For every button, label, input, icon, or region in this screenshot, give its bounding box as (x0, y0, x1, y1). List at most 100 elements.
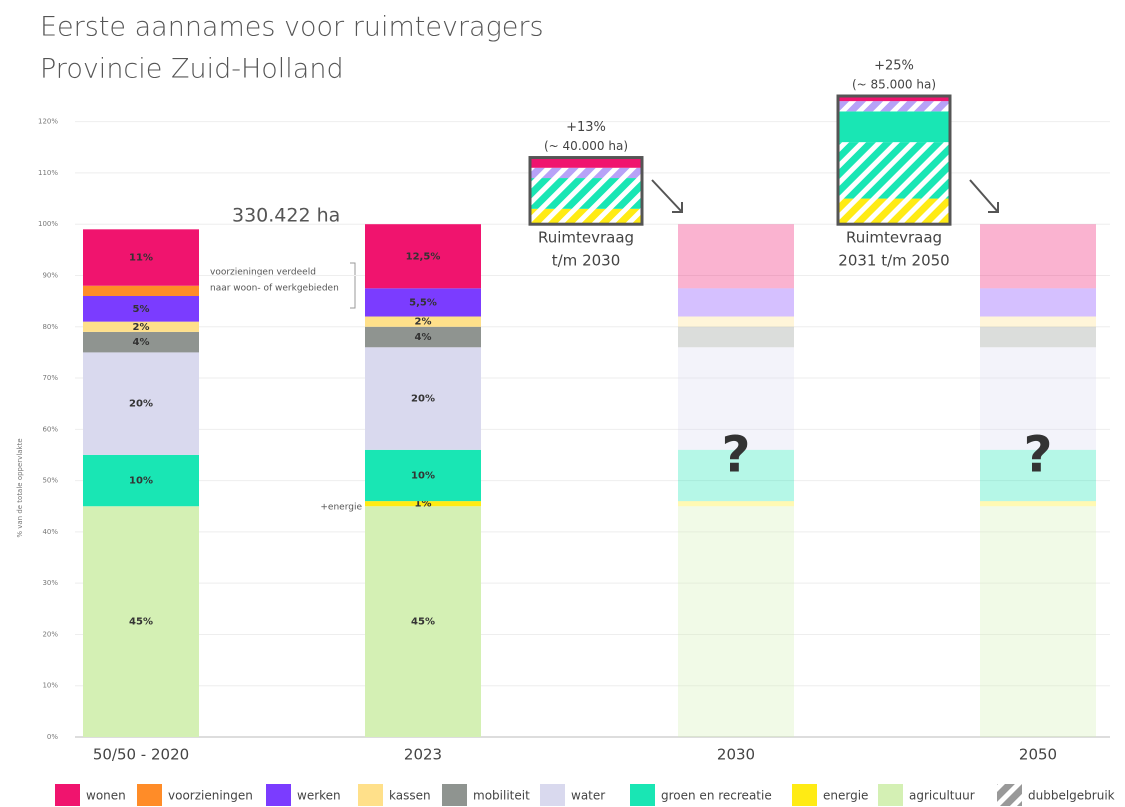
arrow-head (988, 202, 999, 213)
legend-label: mobiliteit (473, 789, 530, 803)
bar-segment (83, 506, 199, 737)
bar-segment (365, 224, 481, 289)
bar-segment (678, 288, 794, 317)
legend-swatch (997, 784, 1022, 806)
legend-swatch (266, 784, 291, 806)
bar-segment (365, 326, 481, 348)
y-tick-label: 90% (42, 271, 58, 279)
bar-segment (365, 501, 481, 507)
chart-title: Eerste aannames voor ruimtevragers (40, 12, 544, 43)
legend-label: kassen (389, 789, 431, 803)
legend-label: voorzieningen (168, 789, 253, 803)
bar-segment (678, 501, 794, 507)
bar-segment (980, 501, 1096, 507)
bar-segment (980, 326, 1096, 348)
segment-label: 45% (411, 617, 435, 628)
bar-segment (678, 326, 794, 348)
demand-note: (~ 40.000 ha) (544, 139, 628, 153)
bar-segment (980, 347, 1096, 450)
bar-segment (980, 288, 1096, 317)
x-tick-label: 2023 (404, 746, 442, 764)
unknown-mark: ? (1023, 426, 1052, 484)
segment-label: 20% (129, 399, 153, 410)
bar-segment (83, 454, 199, 507)
demand-label: +13% (566, 120, 606, 135)
demand-segment (838, 111, 950, 143)
legend-label: wonen (86, 789, 126, 803)
demand-segment (838, 142, 950, 199)
segment-label: 2% (133, 322, 150, 333)
demand-note: (~ 85.000 ha) (852, 78, 936, 92)
unknown-mark: ? (721, 426, 750, 484)
bar-segment (83, 229, 199, 286)
segment-label: 11% (129, 253, 153, 264)
bar-segment (980, 506, 1096, 737)
bar-segment (365, 288, 481, 317)
bar-segment (678, 347, 794, 450)
bar-segment (83, 295, 199, 322)
legend-swatch (55, 784, 80, 806)
y-tick-label: 100% (38, 220, 58, 228)
y-tick-label: 80% (42, 323, 58, 331)
bar-segment (980, 316, 1096, 327)
bar-segment (678, 506, 794, 737)
segment-label: 1% (415, 499, 432, 510)
bar-segment (678, 224, 794, 289)
segment-label: 20% (411, 394, 435, 405)
segment-label: 4% (415, 332, 432, 343)
demand-segment (838, 96, 950, 102)
bar-segment (365, 449, 481, 502)
legend-label: energie (823, 789, 868, 803)
arrow (969, 179, 999, 213)
demand-caption: Ruimtevraag (538, 229, 634, 247)
y-tick-label: 110% (38, 169, 58, 177)
demand-caption: Ruimtevraag (846, 229, 942, 247)
segment-label: 10% (129, 476, 153, 487)
y-tick-label: 20% (42, 630, 58, 638)
demand-label: +25% (874, 59, 914, 74)
y-tick-label: 50% (42, 477, 58, 485)
y-tick-label: 120% (38, 118, 58, 126)
bar-segment (365, 347, 481, 450)
segment-label: 12,5% (406, 251, 441, 262)
demand-caption: 2031 t/m 2050 (838, 252, 949, 270)
bar-segment (678, 449, 794, 502)
y-tick-label: 40% (42, 528, 58, 536)
arrow (651, 179, 683, 213)
segment-label: 5% (133, 304, 150, 315)
y-tick-label: 0% (47, 733, 58, 741)
legend-swatch (358, 784, 383, 806)
demand-box (528, 156, 644, 226)
voorzieningen-note: voorzieningen verdeeld (210, 268, 316, 278)
demand-box (836, 94, 952, 226)
chart-subtitle: Provincie Zuid-Holland (40, 54, 344, 85)
energie-note: +energie (320, 503, 362, 513)
bar-segment (83, 321, 199, 332)
y-tick-label: 70% (42, 374, 58, 382)
bar-segment (678, 316, 794, 327)
legend-swatch (540, 784, 565, 806)
bar-segment (83, 331, 199, 353)
demand-caption: t/m 2030 (552, 252, 621, 270)
bar-segment (365, 316, 481, 327)
arrow-head (672, 202, 683, 213)
segment-label: 2% (415, 317, 432, 328)
legend-swatch (137, 784, 162, 806)
demand-segment (838, 198, 950, 225)
y-tick-label: 60% (42, 425, 58, 433)
legend-swatch (630, 784, 655, 806)
demand-segment (530, 208, 642, 225)
total-annotation: 330.422 ha (232, 205, 340, 227)
legend-swatch (442, 784, 467, 806)
bar-segment (365, 506, 481, 737)
y-tick-label: 10% (42, 682, 58, 690)
voorzieningen-note: naar woon- of werkgebieden (210, 284, 339, 294)
x-tick-label: 50/50 - 2020 (93, 746, 189, 764)
demand-segment (530, 157, 642, 168)
legend-label: groen en recreatie (661, 789, 772, 803)
bar-segment (83, 285, 199, 296)
legend-swatch (878, 784, 903, 806)
bar-segment (980, 449, 1096, 502)
brace (350, 262, 356, 309)
segment-label: 4% (133, 337, 150, 348)
